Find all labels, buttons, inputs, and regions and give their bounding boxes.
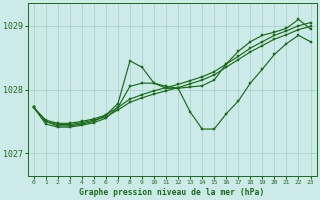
- X-axis label: Graphe pression niveau de la mer (hPa): Graphe pression niveau de la mer (hPa): [79, 188, 265, 197]
